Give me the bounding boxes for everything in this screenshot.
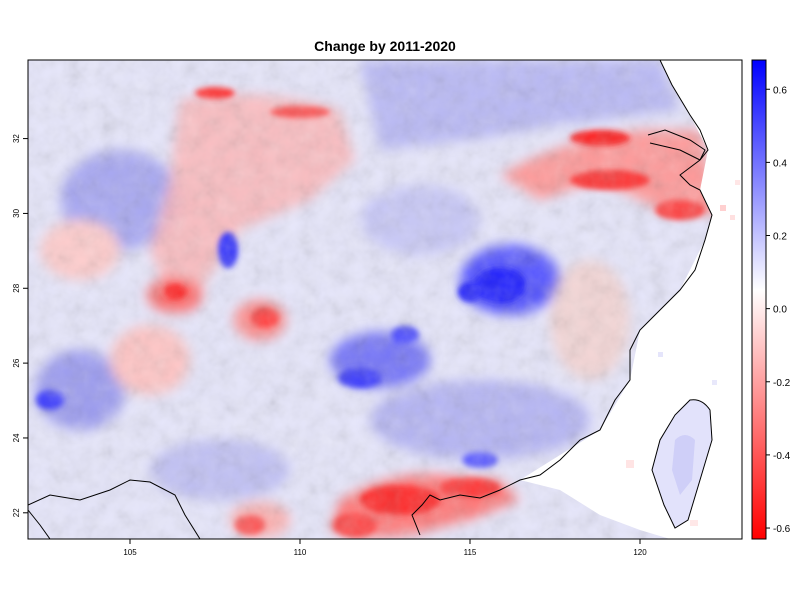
y-axis: 22 24 26 28 30 32 — [12, 134, 28, 517]
y-tick-label: 30 — [12, 208, 21, 217]
x-axis: 105 110 115 120 — [123, 539, 647, 557]
y-tick-label: 22 — [12, 508, 21, 517]
colorbar-tick-label: 0.6 — [773, 85, 787, 96]
y-tick-label: 24 — [12, 433, 21, 442]
colorbar-tick-label: 0.2 — [773, 232, 787, 243]
taiwan-outline — [651, 399, 713, 529]
chart-title: Change by 2011-2020 — [314, 38, 456, 54]
x-tick-label: 120 — [633, 548, 647, 557]
colorbar-tick-label: -0.6 — [773, 524, 791, 535]
x-tick-label: 110 — [294, 548, 307, 557]
colorbar-gradient — [751, 59, 767, 540]
y-tick-label: 28 — [12, 283, 21, 292]
change-raster — [28, 60, 742, 539]
colorbar-tick-label: -0.2 — [773, 378, 791, 389]
x-tick-label: 115 — [464, 548, 477, 557]
y-tick-label: 26 — [12, 358, 21, 367]
colorbar-tick-label: -0.4 — [773, 451, 791, 462]
x-tick-label: 105 — [123, 548, 137, 557]
colorbar-tick-label: 0.4 — [773, 158, 787, 169]
plot-frame — [27, 59, 743, 540]
colorbar-tick-label: 0.0 — [773, 305, 787, 316]
y-tick-label: 32 — [12, 134, 21, 143]
colorbar: 0.6 0.4 0.2 0.0 -0.2 -0.4 -0.6 — [751, 59, 791, 540]
